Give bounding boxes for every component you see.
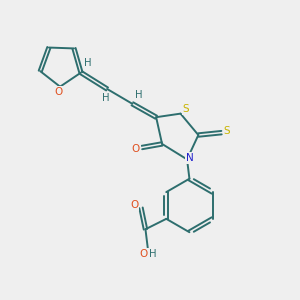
Text: O: O	[140, 249, 148, 259]
Text: S: S	[182, 104, 189, 114]
Text: H: H	[135, 90, 143, 100]
Text: N: N	[186, 153, 194, 163]
Text: O: O	[130, 200, 139, 210]
Text: O: O	[132, 144, 140, 154]
Text: O: O	[55, 87, 63, 97]
Text: H: H	[102, 94, 110, 103]
Text: H: H	[84, 58, 91, 68]
Text: H: H	[149, 249, 157, 259]
Text: S: S	[224, 126, 230, 136]
